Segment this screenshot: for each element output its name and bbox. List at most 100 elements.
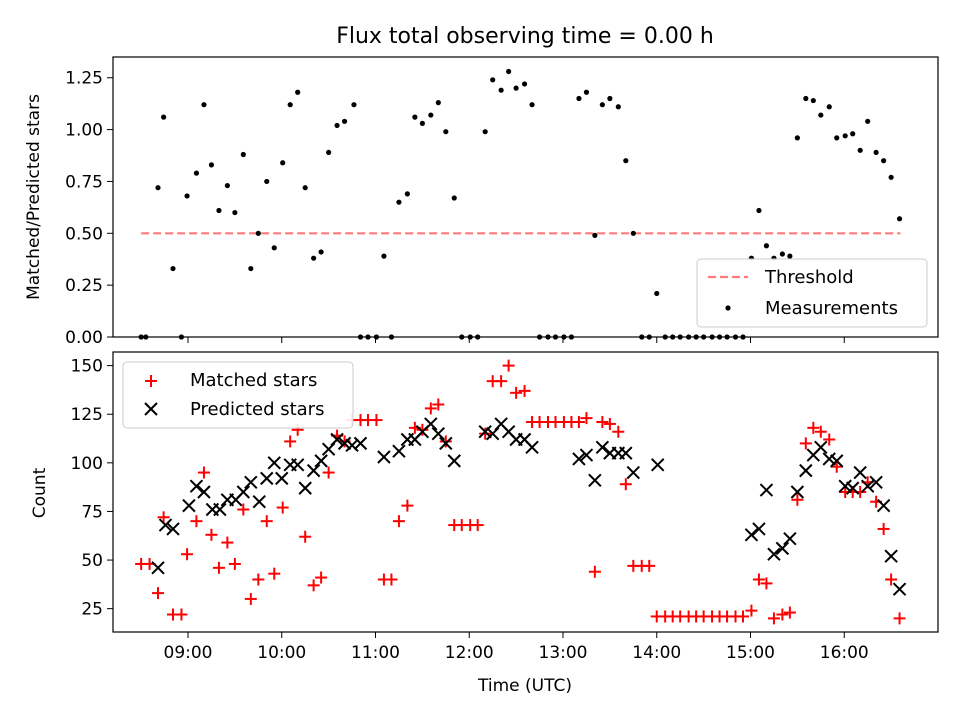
predicted-star-point (182, 498, 196, 513)
predicted-star-stroke-b (830, 454, 844, 468)
measurement-point (287, 102, 293, 108)
predicted-star-stroke-b (838, 479, 852, 493)
matched-star-point (745, 604, 758, 617)
matched-star-point (760, 577, 773, 590)
measurement-point (208, 162, 215, 168)
matched-star-point (783, 606, 796, 619)
predicted-star-stroke-b (298, 481, 312, 495)
measurement-point (404, 191, 410, 197)
predicted-star-stroke-b (876, 498, 891, 513)
predicted-star-stroke-b (579, 448, 594, 462)
matched-star-point (370, 414, 383, 427)
predicted-star-point (337, 436, 352, 451)
measurement-point (630, 230, 636, 236)
predicted-star-point (447, 454, 461, 468)
measurement-point (280, 160, 286, 166)
matched-star-point (244, 592, 257, 605)
matched-star-point (157, 511, 170, 524)
predicted-star-stroke-b (744, 528, 759, 542)
matched-stars-legend-label: Matched stars (190, 370, 317, 391)
predicted-star-stroke-b (306, 463, 321, 478)
matched-star-point (580, 412, 593, 425)
bottom-y-tick-label: 150 (71, 357, 103, 377)
predicted-star-stroke-b (775, 541, 790, 556)
bottom-x-tick-label: 09:00 (164, 643, 213, 663)
measurement-point (302, 185, 308, 191)
predicted-star-point (783, 531, 797, 546)
matched-star-point (439, 435, 452, 448)
predicted-star-stroke-b (244, 475, 258, 489)
predicted-star-stroke-b (439, 436, 453, 451)
measurement-point (857, 147, 863, 153)
measurement-point (513, 85, 519, 91)
matched-star-point (619, 478, 632, 491)
predicted-star-point (822, 452, 836, 466)
predicted-star-point (892, 582, 907, 596)
predicted-star-point (314, 454, 328, 468)
top-y-tick-label: 1.25 (65, 69, 103, 89)
matched-star-point (416, 423, 429, 436)
predicted-star-point (275, 471, 289, 486)
predicted-star-point (853, 465, 867, 480)
predicted-star-point (260, 471, 274, 486)
predicted-star-point (478, 425, 492, 439)
predicted-star-point (869, 475, 883, 489)
predicted-star-point (759, 483, 774, 497)
predicted-star-stroke-b (290, 458, 305, 472)
measurement-point (264, 178, 270, 185)
predicted-star-point (525, 440, 539, 454)
matched-star-point (495, 375, 508, 388)
measurement-point (763, 243, 770, 249)
predicted-star-point (197, 485, 211, 499)
predicted-star-stroke-b (478, 425, 492, 439)
predicted-star-stroke-b (345, 438, 359, 453)
measurements-legend-label: Measurements (765, 298, 898, 319)
matched-star-point (596, 416, 609, 428)
predicted-star-point (244, 475, 258, 489)
measurement-point (334, 122, 340, 129)
predicted-star-point (298, 481, 312, 495)
matched-star-point (276, 501, 289, 514)
matched-star-point (392, 515, 405, 528)
measurement-point (232, 209, 238, 216)
matched-star-point (737, 610, 749, 623)
predicted-star-point (306, 463, 321, 478)
predicted-star-stroke-b (166, 522, 180, 536)
measurement-point (318, 249, 324, 255)
top-y-tick-label: 0.00 (65, 328, 103, 348)
predicted-star-point (353, 436, 368, 451)
matched-star-point (212, 561, 225, 574)
matched-star-point (502, 359, 515, 372)
top-legend: Threshold Measurements (696, 258, 928, 328)
predicted-star-point (431, 426, 446, 441)
predicted-star-point (166, 522, 180, 536)
predicted-star-point (845, 481, 860, 495)
predicted-star-stroke-b (151, 561, 165, 575)
predicted-star-stroke-b (267, 456, 281, 470)
predicted-star-stroke-b (572, 452, 586, 466)
measurement-point (443, 129, 449, 135)
top-panel: Flux total observing time = 0.00 h Match… (24, 24, 939, 348)
bottom-y-axis-label: Count (30, 467, 50, 518)
measurement-point (756, 207, 762, 214)
measurement-point (482, 129, 488, 135)
predicted-star-point (151, 561, 165, 575)
matched-star-point (877, 522, 890, 535)
predicted-star-stroke-b (799, 463, 813, 478)
matched-star-point (776, 608, 789, 621)
predicted-star-point (213, 502, 227, 517)
matched-star-point (572, 416, 585, 428)
predicted-star-point (884, 549, 898, 563)
predicted-star-point (876, 498, 891, 513)
predicted-star-point (790, 485, 805, 499)
matched-star-point (315, 571, 328, 584)
predicted-star-stroke-b (822, 452, 836, 466)
predicted-star-stroke-b (626, 465, 641, 480)
bottom-y-tick-label: 100 (71, 454, 103, 474)
predicted-star-point (189, 479, 204, 493)
top-legend-box (696, 258, 928, 328)
predicted-star-point (744, 528, 759, 542)
matched-star-point (152, 587, 164, 600)
predicted-star-stroke-b (182, 498, 196, 513)
predicted-star-stroke-b (213, 502, 227, 517)
